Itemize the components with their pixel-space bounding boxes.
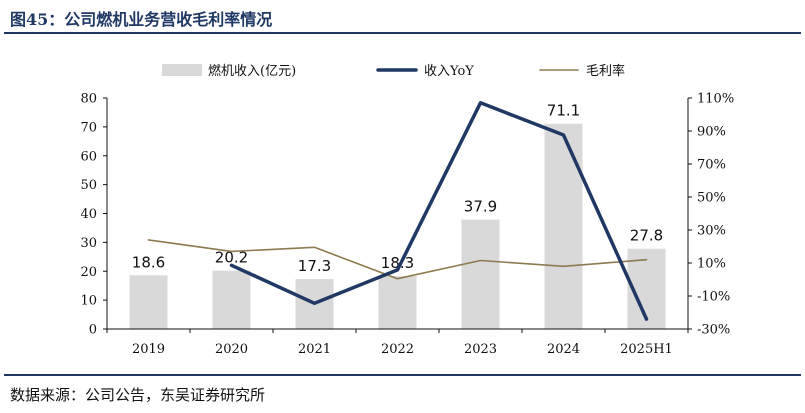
left-tick-label: 80 [80, 92, 97, 107]
figure-title: 图45：公司燃机业务营收毛利率情况 [10, 10, 273, 29]
x-tick-label: 2019 [132, 342, 165, 357]
x-tick-label: 2023 [464, 342, 497, 357]
bar-value-label: 17.3 [298, 257, 331, 275]
chart-legend: 燃机收入(亿元) 收入YoY 毛利率 [162, 63, 625, 79]
revenue-bar [461, 219, 500, 329]
bar-value-label: 71.1 [547, 102, 580, 120]
title-rule [4, 32, 801, 34]
x-tick-label: 2021 [298, 342, 331, 357]
right-tick-label: 10% [697, 257, 726, 272]
bar-value-label: 37.9 [464, 198, 497, 216]
left-tick-label: 40 [80, 207, 97, 222]
bar-value-label: 20.2 [215, 249, 248, 267]
chart-axes: 0 10 20 30 40 50 60 70 80 -30% -10% 10% 30% 50% 70% 90%… [80, 92, 734, 358]
left-tick-label: 20 [80, 265, 97, 280]
right-tick-label: -10% [697, 290, 730, 305]
bar-value-label: 27.8 [630, 227, 663, 245]
right-tick-label: 50% [697, 191, 726, 206]
left-tick-label: 30 [80, 236, 97, 251]
legend-revenue-swatch [162, 64, 202, 76]
left-tick-label: 0 [89, 323, 97, 338]
source-rule [4, 374, 801, 376]
legend-revenue-label: 燃机收入(亿元) [208, 63, 296, 79]
revenue-bar [378, 276, 417, 329]
right-tick-label: 30% [697, 224, 726, 239]
x-tick-label: 2022 [381, 342, 414, 357]
source-note: 数据来源：公司公告，东吴证券研究所 [10, 386, 266, 404]
right-tick-label: 70% [697, 158, 726, 173]
bar-value-label: 18.3 [381, 254, 414, 272]
revenue-bar [212, 270, 251, 329]
gross-margin-line [147, 239, 648, 280]
x-tick-label: 2025H1 [620, 342, 673, 357]
legend-yoy-label: 收入YoY [424, 64, 474, 79]
right-tick-label: 110% [697, 92, 734, 107]
left-tick-label: 60 [80, 149, 97, 164]
left-tick-label: 50 [80, 178, 97, 193]
revenue-yoy-line [229, 101, 649, 321]
x-tick-label: 2020 [215, 342, 248, 357]
left-tick-label: 10 [80, 294, 97, 309]
bar-data-labels: 18.6 20.2 17.3 18.3 37.9 71.1 27.8 [132, 102, 663, 275]
combo-chart: 燃机收入(亿元) 收入YoY 毛利率 18.6 20.2 17.3 18.3 37.9 71.… [80, 63, 734, 358]
left-tick-label: 70 [80, 120, 97, 135]
revenue-bar [544, 123, 583, 329]
right-tick-label: -30% [697, 323, 730, 338]
line-series [147, 101, 649, 321]
revenue-bar [129, 275, 168, 329]
bar-series [129, 123, 666, 329]
right-tick-label: 90% [697, 125, 726, 140]
x-tick-label: 2024 [547, 342, 580, 357]
bar-value-label: 18.6 [132, 253, 165, 271]
legend-margin-label: 毛利率 [586, 63, 625, 79]
